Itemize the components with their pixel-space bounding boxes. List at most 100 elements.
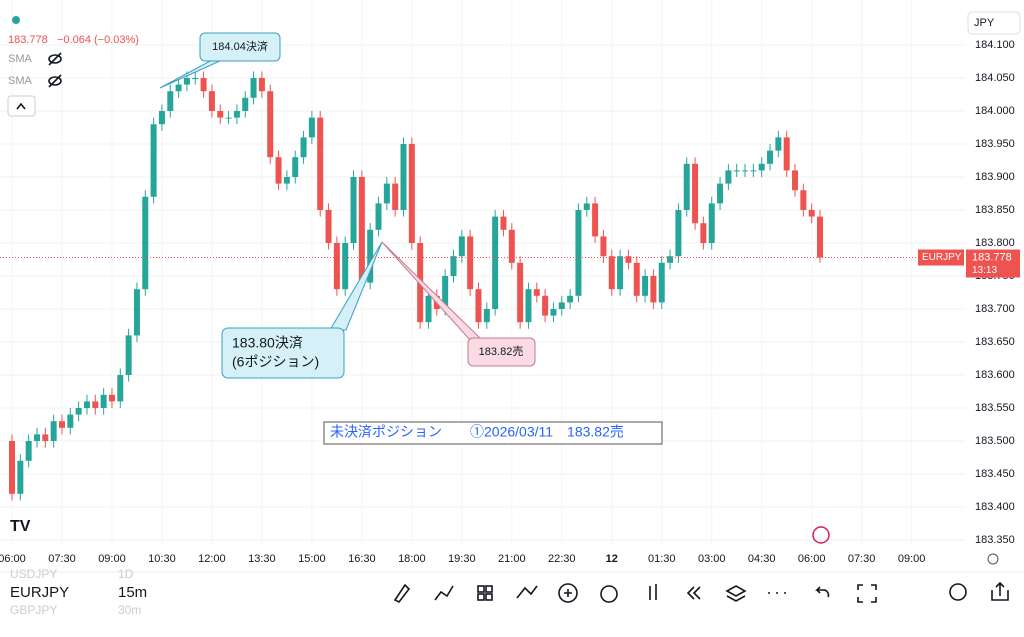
collapse-button[interactable] — [7, 95, 36, 117]
x-tick-label: 09:00 — [98, 553, 126, 565]
y-tick-label: 183.450 — [975, 468, 1015, 480]
candle-body — [583, 203, 590, 210]
interval: 15m — [118, 584, 147, 601]
candle-body — [625, 256, 632, 263]
candle-body — [42, 434, 49, 441]
candle-body — [367, 229, 374, 283]
price-tag-label: 183.778 — [972, 251, 1012, 263]
candle-body — [550, 309, 557, 316]
candle-body — [692, 163, 699, 224]
candle-body — [650, 276, 657, 303]
candle-body — [450, 256, 457, 276]
y-tick-label: 184.050 — [975, 72, 1015, 84]
hide-icon[interactable] — [48, 52, 62, 66]
candle-body — [667, 256, 674, 263]
candle-body — [500, 216, 507, 230]
candle-body — [742, 170, 749, 172]
candle-body — [683, 163, 690, 210]
y-tick-label: 183.400 — [975, 501, 1015, 513]
x-tick-label: 04:30 — [748, 553, 776, 565]
candles — [9, 71, 824, 501]
candle-body — [267, 91, 274, 158]
candle-body — [300, 137, 307, 158]
logo: TV — [10, 518, 31, 535]
candle-body — [233, 111, 240, 118]
candle-body — [525, 289, 532, 323]
candle-body — [658, 262, 665, 303]
candle-body — [325, 210, 332, 243]
x-tick-label: 12:00 — [198, 553, 226, 565]
y-tick-label: 183.950 — [975, 138, 1015, 150]
interval: 30m — [118, 603, 141, 617]
countdown: 13:13 — [972, 265, 997, 276]
candle-body — [33, 434, 40, 441]
candle-body — [708, 203, 715, 243]
candle-body — [592, 203, 599, 237]
annotation: 未決済ポジション ①2026/03/11 183.82売 — [330, 424, 624, 440]
candle-body — [783, 137, 790, 171]
candle-body — [117, 375, 124, 402]
candle-body — [333, 243, 340, 290]
candle-body — [458, 236, 465, 257]
hide-icon[interactable] — [48, 74, 62, 88]
change: −0.064 (−0.03%) — [57, 34, 139, 46]
callout — [467, 337, 536, 367]
candle-body — [483, 309, 490, 323]
candle-body — [183, 78, 190, 85]
candle-body — [808, 210, 815, 217]
candle-body — [225, 117, 232, 119]
x-tick-label: 21:00 — [498, 553, 526, 565]
status-dot — [12, 16, 20, 24]
candle-body — [108, 394, 115, 402]
price-tag — [966, 249, 1020, 278]
price: 183.778 — [8, 34, 48, 46]
callout — [221, 327, 345, 379]
candle-body — [492, 216, 499, 309]
y-tick-label: 183.350 — [975, 534, 1015, 546]
candle-body — [83, 401, 90, 408]
y-tick-label: 183.500 — [975, 435, 1015, 447]
currency-button[interactable] — [967, 11, 1021, 35]
candle-body — [58, 421, 65, 428]
candle-body — [342, 243, 349, 290]
callout — [199, 32, 281, 62]
indicator: SMA — [8, 75, 33, 87]
toolbar[interactable] — [393, 581, 1009, 604]
candle-body — [467, 236, 474, 290]
candle-body — [192, 78, 199, 79]
candle-body — [250, 78, 257, 98]
candle-body — [475, 289, 482, 323]
candle-body — [567, 295, 574, 303]
candle-body — [17, 460, 24, 494]
chevron — [16, 102, 26, 110]
footer: USDJPY 1D EURJPY 15m GBPJPY 30m — [10, 567, 147, 617]
annotation: 183.80決済 — [232, 335, 303, 351]
candle-body — [725, 170, 732, 184]
candle-body — [750, 170, 757, 172]
x-tick-label: 03:00 — [698, 553, 726, 565]
x-tick-label: 15:00 — [298, 553, 326, 565]
candle-body — [142, 196, 149, 290]
candle-body — [508, 229, 515, 263]
candle-body — [575, 210, 582, 296]
candle-body — [758, 163, 765, 171]
y-tick-label: 183.850 — [975, 204, 1015, 216]
settings-icon[interactable] — [987, 553, 999, 565]
candle-body — [350, 177, 357, 243]
alert-icon[interactable] — [812, 526, 830, 544]
candle-body — [208, 91, 215, 111]
symbol: USDJPY — [10, 567, 57, 581]
candle-body — [100, 394, 107, 408]
candle-body — [617, 256, 624, 290]
x-tick-label: 09:00 — [898, 553, 926, 565]
callout-pointer — [159, 59, 223, 89]
candle-body — [25, 441, 32, 461]
candle-body — [133, 289, 140, 336]
x-tick-label: 19:30 — [448, 553, 476, 565]
candle-body — [200, 78, 207, 92]
candle-body — [9, 441, 15, 494]
candle-body — [308, 117, 315, 138]
candle-body — [533, 289, 540, 296]
